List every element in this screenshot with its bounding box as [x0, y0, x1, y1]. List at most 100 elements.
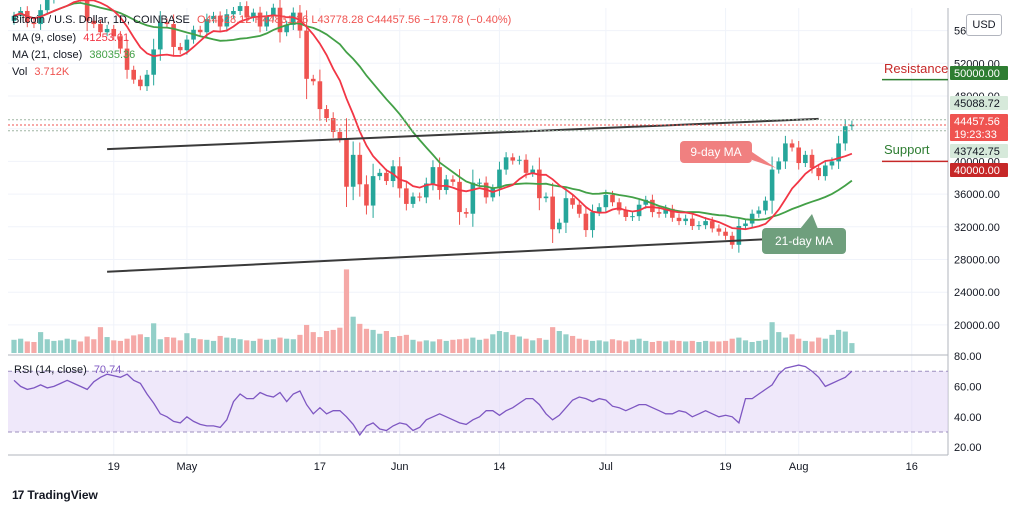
volume-bar — [217, 335, 223, 353]
volume-bar — [689, 340, 695, 353]
candle-body — [211, 15, 216, 20]
price-label-box — [950, 127, 1008, 141]
rsi-label: RSI (14, close) — [14, 364, 87, 376]
volume-bar — [124, 338, 130, 353]
volume-bar — [663, 341, 669, 353]
candle-body — [510, 157, 516, 161]
volume-bar — [649, 342, 655, 353]
volume-bar — [789, 334, 795, 353]
volume-bar — [24, 341, 30, 353]
candle-body — [271, 7, 276, 16]
rsi-line — [13, 364, 853, 437]
candle-body — [823, 165, 828, 177]
volume-bar — [836, 329, 842, 353]
volume-bar — [530, 340, 536, 353]
candle-body — [463, 212, 469, 214]
candle-body — [124, 48, 130, 70]
currency-button[interactable]: USD — [966, 14, 1002, 36]
tradingview-brand[interactable]: 17 TradingView — [12, 488, 98, 502]
candle-body — [31, 22, 37, 25]
volume-bar — [104, 337, 110, 353]
candle-body — [397, 166, 402, 189]
candle-body — [350, 154, 356, 187]
volume-bar — [643, 340, 649, 353]
volume-bar — [330, 329, 336, 353]
volume-bar — [609, 339, 616, 353]
candle-body — [357, 154, 363, 185]
volume-bar — [703, 340, 709, 353]
candle-body — [650, 199, 655, 213]
volume-bar — [137, 334, 143, 353]
candle-body — [437, 167, 442, 191]
price-label-box — [950, 96, 1008, 110]
volume-bar — [570, 335, 576, 353]
volume-bar — [576, 338, 582, 353]
volume-bar — [337, 327, 343, 353]
candle-body — [91, 20, 97, 25]
volume-bar — [190, 338, 197, 353]
volume-bar — [550, 327, 556, 353]
candle-body — [477, 182, 482, 184]
volume-bar — [749, 342, 755, 353]
candle-body — [324, 109, 329, 119]
rsi-tick-label: 20.00 — [954, 442, 982, 454]
candle-body — [217, 15, 223, 27]
candle-body — [98, 24, 103, 33]
volume-bar — [463, 338, 469, 353]
candle-body — [583, 213, 589, 231]
ma9-value: 41253.01 — [83, 32, 130, 44]
time-tick-label: 19 — [719, 461, 731, 473]
candle-body — [404, 188, 409, 204]
candle-body — [304, 30, 309, 79]
candle-body — [769, 169, 775, 201]
candle-body — [257, 12, 263, 27]
price-tick-label: 24000.00 — [954, 287, 1000, 299]
volume-bar — [696, 342, 702, 353]
volume-bar — [31, 342, 37, 353]
candle-body — [590, 212, 595, 231]
volume-bar — [210, 340, 217, 353]
volume-bar — [270, 339, 276, 353]
ma21-callout-box — [762, 228, 846, 254]
candle-body — [138, 79, 143, 87]
time-tick-label: 16 — [906, 461, 918, 473]
volume-bar — [284, 338, 290, 353]
volume-bar — [383, 331, 389, 353]
candle-body — [849, 124, 855, 127]
candle-body — [743, 223, 748, 226]
volume-bar — [589, 340, 596, 353]
candle-body — [683, 218, 688, 222]
candle-body — [829, 161, 835, 166]
time-tick-label: 14 — [493, 461, 505, 473]
volume-bar — [64, 338, 70, 353]
candle-body — [530, 169, 535, 173]
candle-body — [623, 210, 629, 217]
ohlc-values: O44528.12 H44831.26 L43778.28 C44457.56 … — [196, 14, 512, 26]
volume-bars — [11, 269, 855, 353]
candle-body — [517, 159, 522, 161]
price-label-box — [950, 163, 1008, 177]
volume-bar — [822, 338, 828, 353]
candle-body — [663, 208, 668, 214]
volume-bar — [244, 340, 250, 353]
lower-trendline — [107, 235, 819, 273]
volume-bar — [629, 339, 636, 353]
candle-body — [264, 15, 269, 27]
volume-bar — [450, 339, 456, 353]
candle-body — [503, 157, 509, 170]
volume-bar — [756, 340, 762, 353]
volume-bar — [84, 336, 90, 353]
candle-body — [417, 196, 422, 198]
volume-bar — [829, 334, 835, 353]
volume-bar — [683, 341, 689, 353]
volume-bar — [57, 340, 64, 353]
support-label: Support — [884, 142, 930, 157]
candle-body — [670, 208, 675, 218]
volume-bar — [111, 340, 117, 353]
candle-body — [158, 22, 163, 50]
ma21-line — [13, 1, 853, 221]
legend-title: Bitcoin / U.S. Dollar, 1D, COINBASE O445… — [12, 14, 511, 26]
volume-bar — [317, 337, 323, 353]
